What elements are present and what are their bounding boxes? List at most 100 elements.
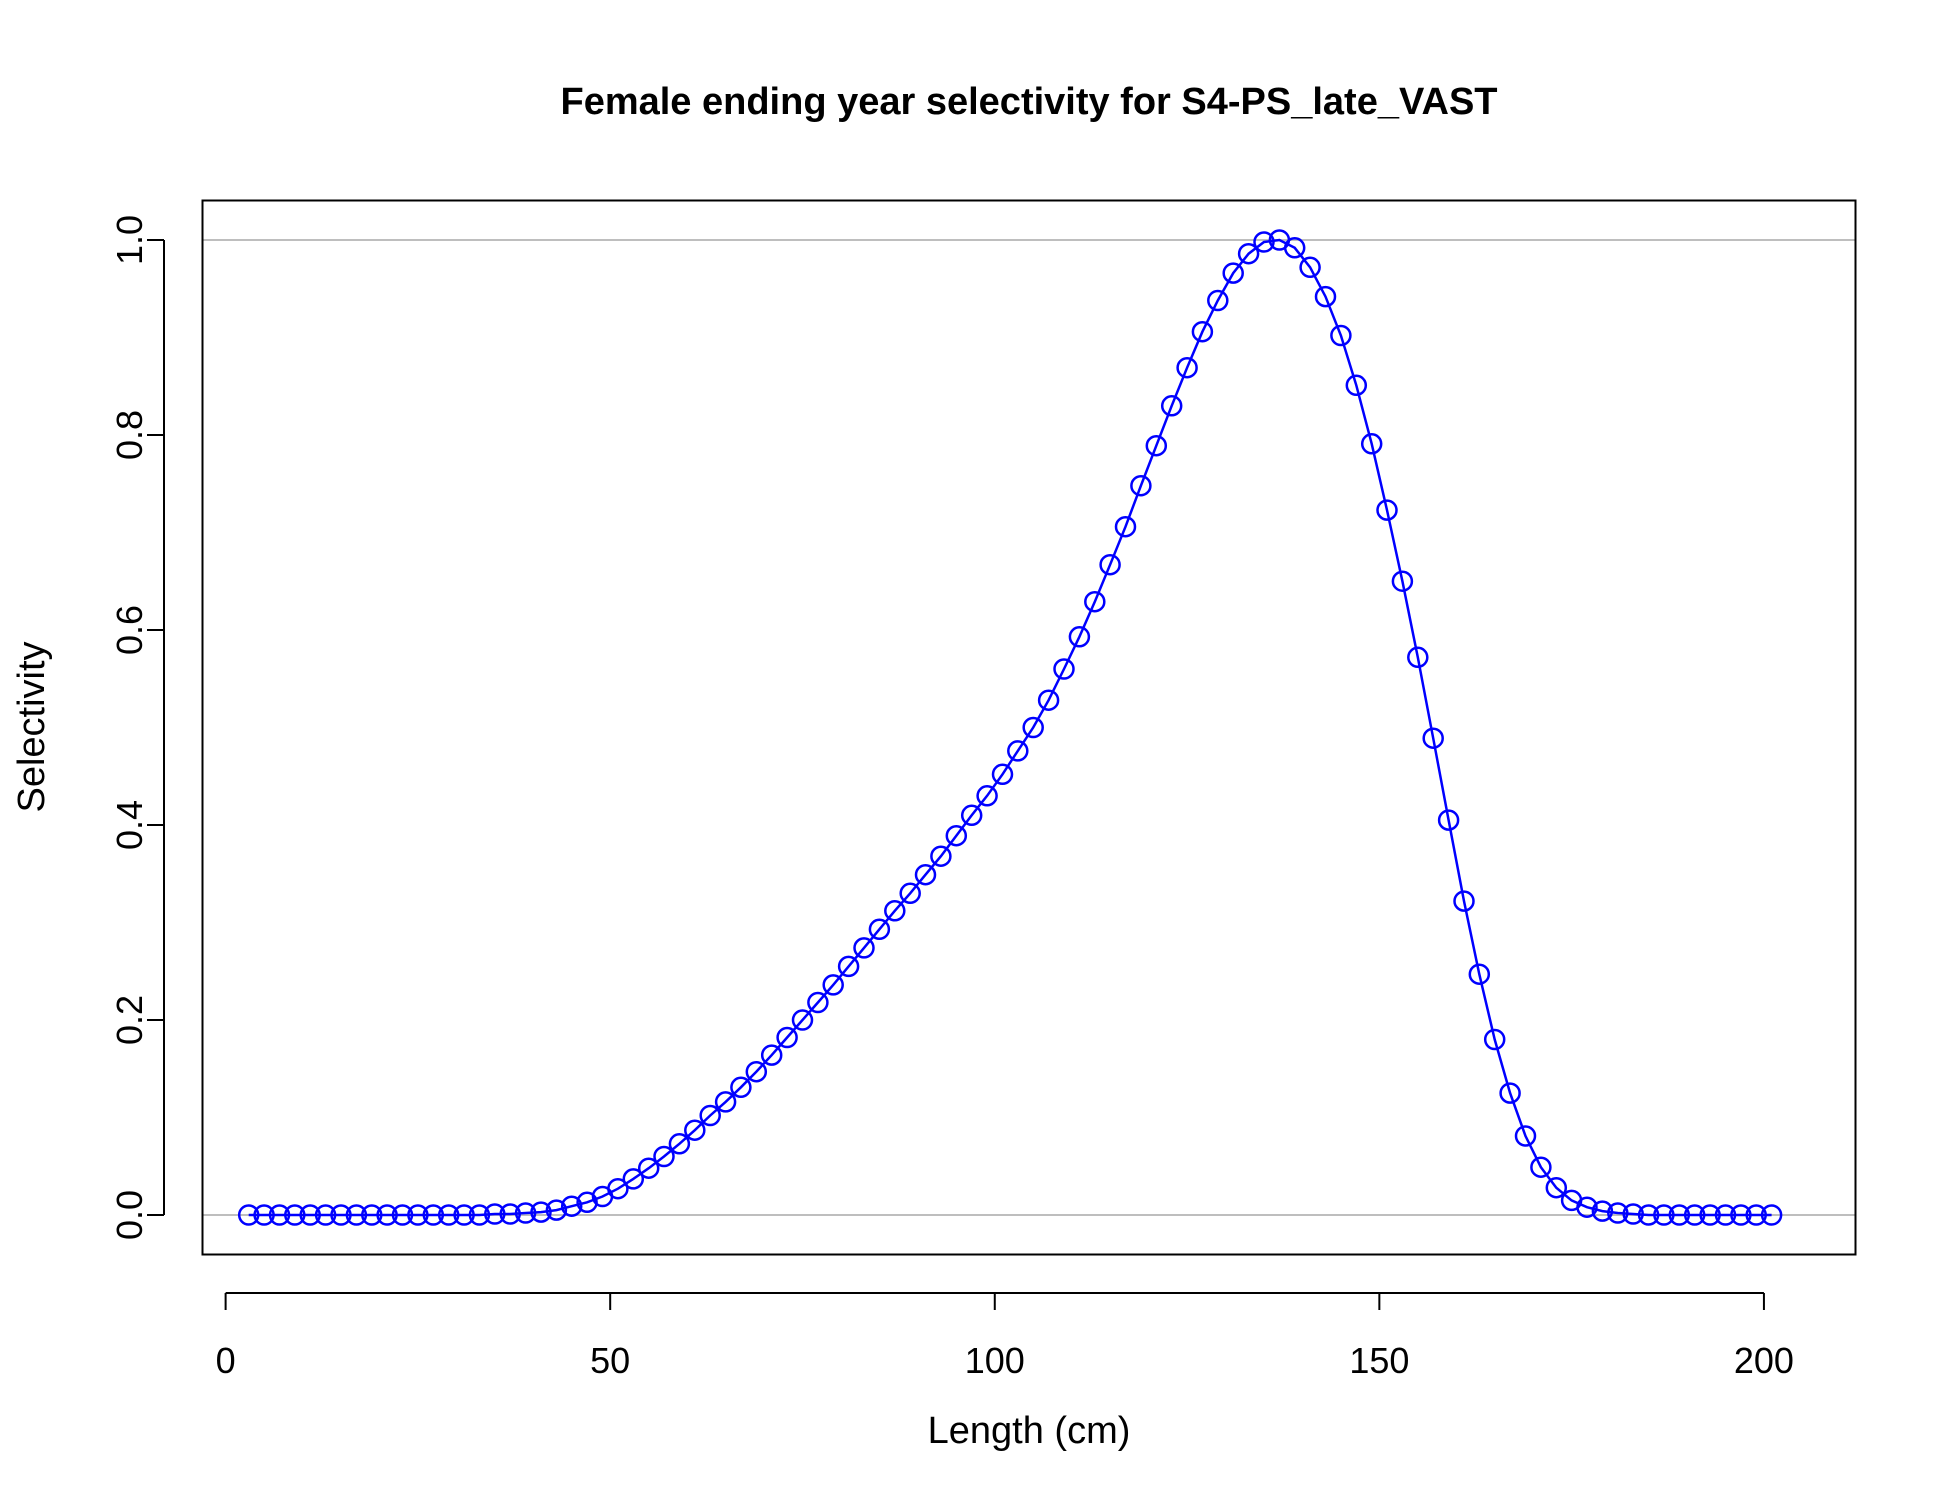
data-point bbox=[1637, 1204, 1660, 1226]
y-tick-label: 0.4 bbox=[109, 800, 150, 850]
data-point bbox=[760, 1044, 783, 1066]
data-point bbox=[345, 1204, 368, 1226]
data-point bbox=[868, 918, 891, 941]
data-point bbox=[1391, 570, 1414, 592]
data-point bbox=[1622, 1203, 1644, 1225]
data-point bbox=[407, 1204, 429, 1226]
data-point bbox=[468, 1204, 491, 1226]
data-point bbox=[1160, 395, 1183, 417]
data-point bbox=[745, 1060, 768, 1083]
data-point bbox=[1437, 809, 1460, 831]
y-axis-label: Selectivity bbox=[11, 641, 53, 812]
data-point bbox=[791, 1009, 814, 1031]
data-point bbox=[1360, 433, 1383, 455]
data-point bbox=[1422, 727, 1444, 749]
data-point bbox=[391, 1204, 414, 1226]
data-point bbox=[1084, 590, 1106, 613]
data-point bbox=[361, 1204, 383, 1226]
data-point bbox=[1130, 474, 1152, 497]
data-point bbox=[268, 1204, 291, 1226]
y-tick-label: 1.0 bbox=[109, 215, 150, 265]
data-point bbox=[514, 1202, 537, 1224]
data-point bbox=[1653, 1204, 1675, 1226]
x-tick-label: 200 bbox=[1734, 1340, 1794, 1381]
plot-frame bbox=[201, 199, 1857, 1256]
y-tick-label: 0.0 bbox=[109, 1190, 150, 1240]
data-point bbox=[991, 763, 1014, 786]
x-axis-label: Length (cm) bbox=[928, 1410, 1131, 1452]
data-point bbox=[284, 1204, 306, 1226]
data-point bbox=[930, 845, 952, 867]
data-point bbox=[1068, 626, 1091, 648]
data-point bbox=[730, 1076, 752, 1099]
data-point bbox=[499, 1203, 521, 1225]
data-point bbox=[853, 937, 875, 959]
data-point bbox=[1283, 237, 1306, 259]
x-tick-label: 150 bbox=[1349, 1340, 1409, 1381]
x-tick-label: 0 bbox=[216, 1340, 236, 1381]
series-line bbox=[248, 238, 1772, 1217]
data-point bbox=[837, 955, 860, 978]
data-point bbox=[1299, 256, 1321, 279]
data-point bbox=[1207, 289, 1229, 312]
data-point bbox=[1483, 1028, 1506, 1051]
data-point bbox=[1037, 689, 1060, 711]
data-point bbox=[1760, 1204, 1783, 1226]
data-point bbox=[1099, 553, 1121, 576]
data-point bbox=[1222, 262, 1244, 284]
data-point bbox=[960, 804, 983, 827]
data-point bbox=[1253, 231, 1275, 253]
data-point bbox=[545, 1199, 568, 1221]
data-point bbox=[237, 1204, 260, 1226]
data-point bbox=[622, 1168, 645, 1190]
data-point bbox=[1591, 1200, 1614, 1222]
data-point bbox=[1191, 320, 1214, 343]
data-point bbox=[1453, 890, 1475, 912]
data-point bbox=[884, 900, 906, 922]
data-point bbox=[530, 1201, 552, 1223]
reference-lines bbox=[203, 239, 1855, 1216]
y-tick-label: 0.8 bbox=[109, 410, 150, 460]
data-point bbox=[807, 991, 829, 1014]
chart-title: Female ending year selectivity for S4-PS… bbox=[560, 81, 1497, 123]
data-point bbox=[637, 1157, 660, 1179]
x-tick-label: 100 bbox=[965, 1340, 1025, 1381]
data-point bbox=[1376, 499, 1398, 521]
y-axis: 0.0 0.2 0.4 0.6 0.8 1.0 bbox=[109, 215, 165, 1240]
data-point bbox=[945, 824, 968, 847]
data-point bbox=[1714, 1204, 1737, 1226]
data-point bbox=[653, 1145, 675, 1168]
data-point bbox=[1345, 374, 1368, 397]
data-point bbox=[1514, 1125, 1537, 1147]
data-point bbox=[699, 1104, 721, 1127]
data-point bbox=[376, 1204, 398, 1226]
data-point bbox=[1007, 740, 1029, 762]
series-layer bbox=[237, 229, 1783, 1226]
data-point bbox=[1745, 1204, 1767, 1226]
data-point bbox=[976, 785, 998, 807]
data-point bbox=[314, 1204, 337, 1226]
x-axis: 0 50 100 150 200 bbox=[216, 1292, 1794, 1381]
data-point bbox=[776, 1026, 798, 1049]
data-point bbox=[714, 1091, 737, 1113]
data-point bbox=[1314, 285, 1337, 308]
data-point bbox=[822, 974, 844, 996]
y-tick-label: 0.2 bbox=[109, 995, 150, 1045]
data-point bbox=[899, 882, 921, 905]
data-point bbox=[1176, 356, 1198, 379]
data-point bbox=[1330, 324, 1352, 347]
data-point bbox=[1407, 646, 1429, 669]
data-point bbox=[1468, 963, 1491, 985]
data-point bbox=[1530, 1156, 1552, 1178]
data-point bbox=[1114, 515, 1137, 538]
data-point bbox=[437, 1204, 460, 1226]
data-point bbox=[1607, 1202, 1629, 1224]
data-point bbox=[484, 1203, 506, 1225]
data-point bbox=[1545, 1176, 1568, 1199]
data-point bbox=[560, 1195, 583, 1217]
data-point bbox=[1699, 1204, 1721, 1226]
data-point bbox=[1668, 1204, 1691, 1226]
data-point bbox=[1022, 716, 1044, 739]
